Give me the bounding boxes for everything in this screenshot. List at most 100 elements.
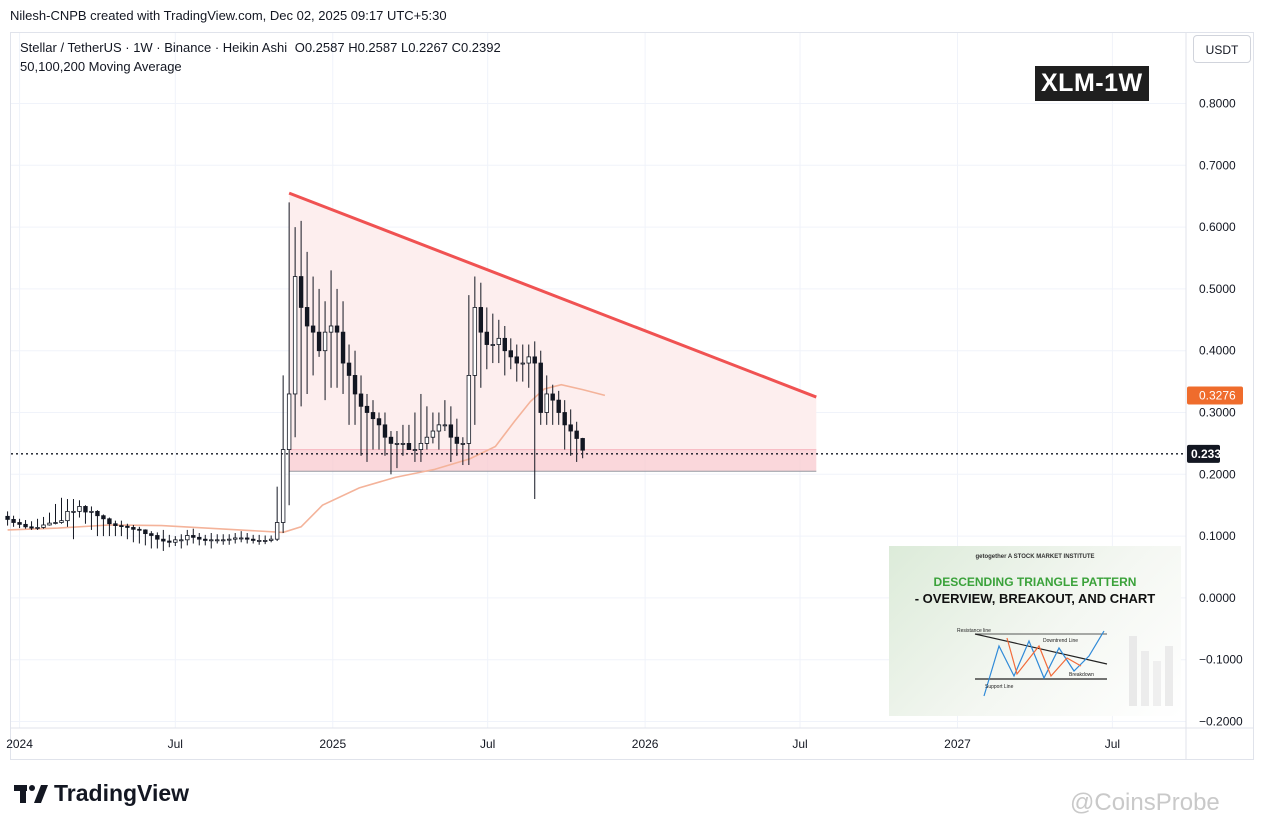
candle-body[interactable] — [41, 524, 46, 528]
candle-body[interactable] — [526, 356, 531, 364]
candle-body[interactable] — [562, 412, 567, 426]
candle-body[interactable] — [328, 325, 334, 333]
candle-body[interactable] — [442, 424, 448, 427]
candle-body[interactable] — [466, 375, 472, 444]
candle-body[interactable] — [71, 510, 76, 513]
candle-body[interactable] — [472, 307, 478, 376]
candle-body[interactable] — [370, 412, 376, 420]
candle-body[interactable] — [256, 540, 262, 542]
candle-body[interactable] — [580, 438, 585, 451]
candle-body[interactable] — [508, 350, 513, 358]
candle-body[interactable] — [400, 442, 406, 445]
candle-body[interactable] — [262, 540, 268, 542]
candle-body[interactable] — [340, 331, 346, 364]
candle-body[interactable] — [376, 418, 382, 426]
candle-body[interactable] — [83, 506, 88, 513]
candle-body[interactable] — [155, 535, 160, 540]
candle-body[interactable] — [412, 449, 418, 451]
candle-body[interactable] — [203, 538, 208, 541]
candle-body[interactable] — [310, 325, 316, 333]
candle-body[interactable] — [11, 519, 16, 523]
candle-body[interactable] — [352, 375, 358, 395]
candle-body[interactable] — [514, 356, 519, 364]
candle-body[interactable] — [364, 405, 370, 413]
candle-body[interactable] — [556, 399, 561, 413]
candle-body[interactable] — [107, 518, 112, 525]
candle-body[interactable] — [574, 430, 579, 439]
candle-body[interactable] — [89, 510, 94, 513]
candle-body[interactable] — [490, 344, 496, 346]
candle-body[interactable] — [23, 523, 28, 528]
candle-body[interactable] — [532, 356, 537, 364]
candle-body[interactable] — [454, 436, 460, 444]
candle-body[interactable] — [448, 424, 454, 438]
candle-body[interactable] — [358, 393, 364, 407]
candle-body[interactable] — [167, 540, 172, 543]
candle-body[interactable] — [460, 442, 466, 445]
candle-body[interactable] — [304, 307, 310, 327]
candle-body[interactable] — [173, 539, 178, 543]
candle-body[interactable] — [502, 337, 507, 352]
candle-body[interactable] — [197, 536, 202, 540]
candle-body[interactable] — [209, 539, 214, 542]
candle-body[interactable] — [239, 537, 244, 540]
candle-body[interactable] — [29, 526, 34, 529]
candle-body[interactable] — [436, 424, 442, 432]
candle-body[interactable] — [418, 442, 424, 450]
candle-body[interactable] — [101, 515, 106, 520]
candle-body[interactable] — [149, 533, 154, 536]
candle-body[interactable] — [143, 529, 148, 535]
candle-body[interactable] — [191, 535, 196, 538]
candle-body[interactable] — [544, 393, 549, 413]
candle-body[interactable] — [77, 506, 82, 512]
candle-body[interactable] — [215, 539, 220, 542]
resistance-line[interactable] — [288, 191, 817, 399]
candle-body[interactable] — [430, 430, 436, 438]
candle-body[interactable] — [496, 337, 502, 345]
candle-body[interactable] — [227, 538, 232, 541]
candle-body[interactable] — [250, 538, 256, 541]
candle-body[interactable] — [95, 510, 100, 517]
candle-body[interactable] — [568, 424, 573, 432]
candle-body[interactable] — [316, 331, 322, 352]
legend-indicator[interactable]: 50,100,200 Moving Average — [20, 59, 182, 74]
candle-body[interactable] — [185, 535, 190, 541]
candle-body[interactable] — [478, 307, 484, 333]
candle-body[interactable] — [221, 539, 226, 542]
candle-body[interactable] — [280, 449, 286, 523]
candle-body[interactable] — [125, 525, 130, 528]
candle-body[interactable] — [424, 436, 430, 444]
candle-body[interactable] — [137, 528, 142, 531]
candle-body[interactable] — [65, 510, 70, 522]
candle-body[interactable] — [382, 424, 388, 438]
candle-body[interactable] — [550, 393, 555, 401]
candle-body[interactable] — [131, 527, 136, 530]
candle-body[interactable] — [292, 276, 298, 395]
candle-body[interactable] — [53, 522, 58, 524]
candle-body[interactable] — [113, 523, 118, 526]
candle-body[interactable] — [346, 362, 352, 376]
candle-body[interactable] — [268, 538, 274, 541]
support-zone[interactable] — [289, 449, 817, 472]
candle-body[interactable] — [179, 539, 184, 542]
candle-body[interactable] — [274, 522, 280, 540]
candle-body[interactable] — [119, 525, 124, 527]
candle-body[interactable] — [47, 522, 52, 526]
candle-body[interactable] — [538, 362, 543, 413]
candle-body[interactable] — [17, 522, 22, 525]
candle-body[interactable] — [35, 527, 40, 529]
candle-body[interactable] — [233, 537, 238, 540]
candle-body[interactable] — [322, 331, 328, 352]
candle-body[interactable] — [59, 520, 64, 523]
candle-body[interactable] — [244, 537, 250, 540]
candle-body[interactable] — [334, 325, 340, 333]
candle-body[interactable] — [5, 515, 10, 520]
legend-symbol[interactable]: Stellar / TetherUS · 1W · Binance · Heik… — [20, 40, 288, 55]
candle-body[interactable] — [406, 442, 412, 450]
candle-body[interactable] — [286, 393, 292, 450]
currency-button[interactable]: USDT — [1193, 35, 1251, 63]
moving-average-line[interactable] — [7, 383, 606, 534]
candle-body[interactable] — [298, 276, 304, 308]
candle-body[interactable] — [394, 442, 400, 445]
